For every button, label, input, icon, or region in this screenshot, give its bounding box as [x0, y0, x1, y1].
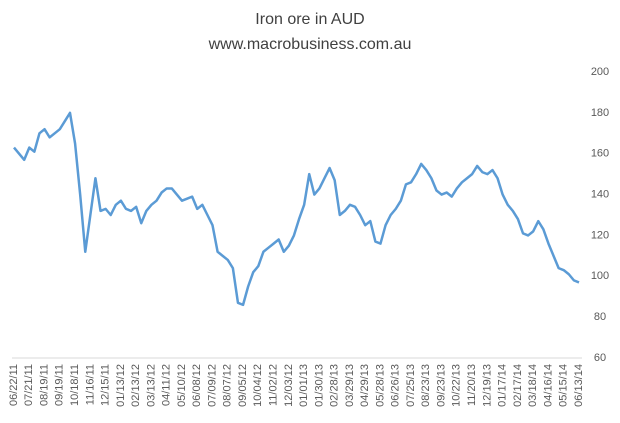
x-tick-label: 05/15/14: [558, 364, 570, 407]
x-tick-label: 01/01/13: [298, 364, 310, 407]
x-tick-label: 01/30/13: [313, 364, 325, 407]
x-tick-label: 08/19/11: [38, 364, 50, 406]
x-tick-label: 04/16/14: [542, 364, 554, 407]
chart-subtitle: www.macrobusiness.com.au: [208, 36, 412, 53]
y-tick-label: 100: [591, 270, 609, 282]
x-tick-label: 11/02/12: [268, 364, 280, 406]
x-tick-label: 12/19/13: [481, 364, 493, 407]
x-tick-label: 01/17/14: [497, 364, 509, 407]
x-tick-label: 08/07/12: [222, 364, 234, 407]
x-tick-label: 04/29/13: [359, 364, 371, 407]
y-tick-label: 180: [591, 107, 609, 119]
x-tick-label: 09/19/11: [54, 364, 66, 406]
x-tick-label: 03/29/13: [344, 364, 356, 407]
chart-title: Iron ore in AUD: [255, 11, 364, 28]
x-tick-label: 02/17/14: [512, 364, 524, 407]
x-tick-label: 09/23/13: [435, 364, 447, 407]
x-tick-label: 06/13/14: [573, 364, 585, 407]
x-tick-label: 04/11/12: [161, 364, 173, 406]
x-tick-label: 10/04/12: [252, 364, 264, 407]
x-tick-label: 07/09/12: [206, 364, 218, 407]
x-tick-label: 08/23/13: [420, 364, 432, 407]
x-tick-label: 09/05/12: [237, 364, 249, 407]
x-tick-label: 02/13/12: [130, 364, 142, 407]
x-tick-label: 02/28/13: [329, 364, 341, 407]
x-tick-label: 06/26/13: [390, 364, 402, 407]
y-tick-label: 60: [594, 352, 606, 364]
y-tick-label: 200: [591, 66, 609, 78]
x-tick-label: 07/25/13: [405, 364, 417, 407]
x-tick-label: 06/08/12: [191, 364, 203, 407]
x-tick-label: 01/13/12: [115, 364, 127, 407]
x-tick-label: 10/22/13: [451, 364, 463, 407]
x-tick-label: 11/16/11: [84, 364, 96, 405]
x-tick-label: 07/21/11: [23, 364, 35, 406]
x-tick-label: 03/18/14: [527, 364, 539, 407]
x-tick-label: 10/18/11: [69, 364, 81, 406]
y-tick-label: 140: [591, 188, 609, 200]
line-series: [13, 111, 580, 307]
y-tick-label: 80: [594, 311, 606, 323]
y-tick-label: 120: [591, 229, 609, 241]
x-tick-label: 11/20/13: [466, 364, 478, 406]
x-tick-label: 05/28/13: [374, 364, 386, 407]
x-tick-label: 05/10/12: [176, 364, 188, 407]
x-tick-label: 06/22/11: [8, 364, 20, 406]
y-tick-label: 160: [591, 148, 609, 160]
x-tick-label: 03/13/12: [145, 364, 157, 407]
x-tick-label: 12/03/12: [283, 364, 295, 407]
x-tick-label: 12/15/11: [100, 364, 112, 406]
